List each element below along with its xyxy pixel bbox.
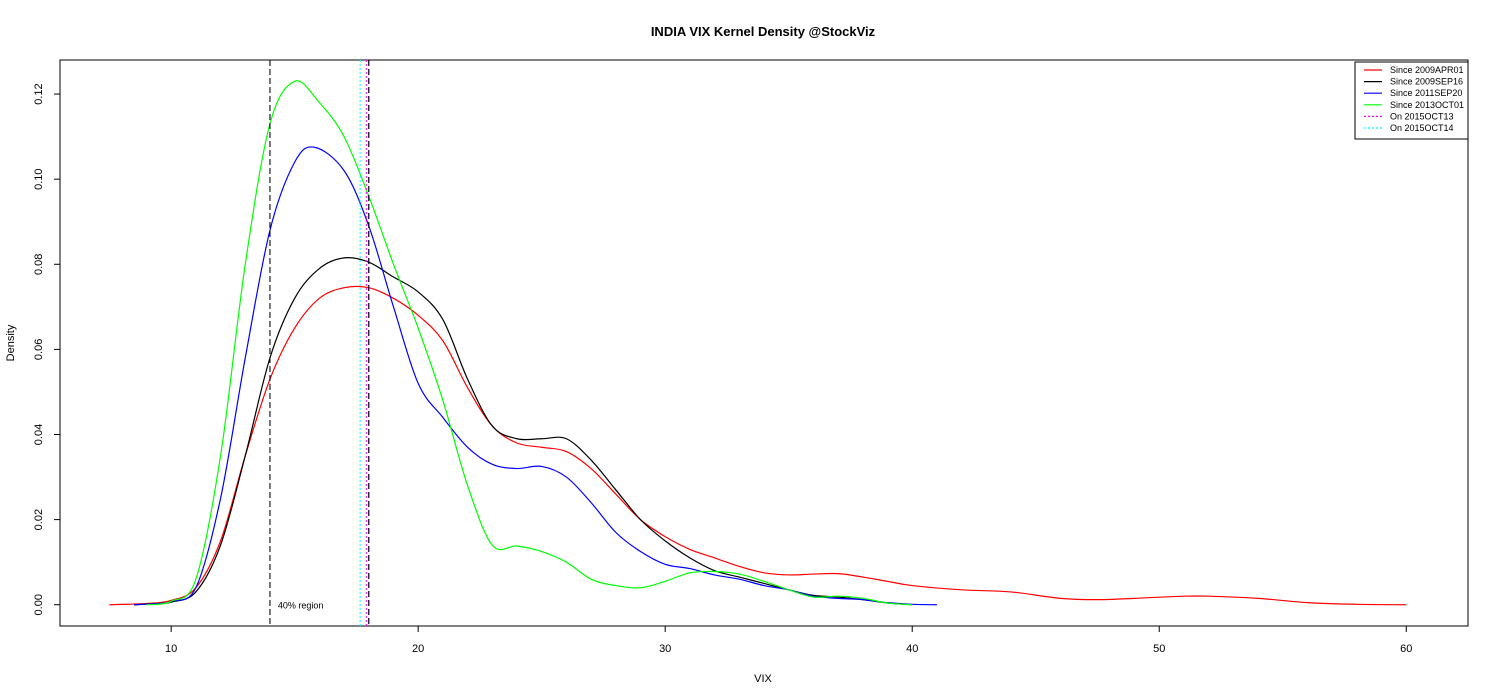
series-line-1 — [134, 257, 913, 606]
legend-label-2: Since 2011SEP20 — [1390, 88, 1462, 98]
y-tick-label: 0.06 — [33, 339, 45, 360]
legend-label-5: On 2015OCT14 — [1390, 123, 1454, 133]
series-line-2 — [134, 146, 937, 606]
y-tick-label: 0.12 — [33, 83, 45, 104]
vline-layer — [269, 60, 370, 626]
x-axis: 10 20 30 40 50 60 — [165, 626, 1412, 655]
legend-label-4: On 2015OCT13 — [1390, 111, 1454, 121]
y-tick-label: 0.02 — [33, 509, 45, 530]
y-tick-label: 0.08 — [33, 254, 45, 275]
legend-box — [1354, 61, 1469, 140]
x-tick-label: 10 — [165, 643, 177, 655]
region-annotation: 40% region — [278, 601, 324, 611]
x-tick-label: 60 — [1400, 643, 1412, 655]
x-axis-label: VIX — [754, 673, 772, 685]
y-axis: 0.00 0.02 0.04 0.06 0.08 0.10 0.12 — [33, 83, 60, 615]
y-tick-label: 0.00 — [33, 594, 45, 615]
y-axis-label: Density — [5, 324, 17, 361]
chart-title: INDIA VIX Kernel Density @StockViz — [651, 24, 876, 39]
plot-frame — [59, 59, 1469, 627]
x-tick-label: 30 — [659, 643, 671, 655]
y-tick-label: 0.10 — [33, 168, 45, 189]
x-tick-label: 50 — [1153, 643, 1165, 655]
legend-label-0: Since 2009APR01 — [1390, 65, 1464, 75]
series-line-0 — [109, 285, 1407, 606]
x-tick-label: 40 — [906, 643, 918, 655]
series-layer — [109, 80, 1407, 606]
series-line-3 — [146, 80, 913, 606]
x-tick-label: 20 — [412, 643, 424, 655]
legend-label-1: Since 2009SEP16 — [1390, 77, 1463, 87]
legend-label-3: Since 2013OCT01 — [1390, 100, 1464, 110]
y-tick-label: 0.04 — [33, 424, 45, 445]
